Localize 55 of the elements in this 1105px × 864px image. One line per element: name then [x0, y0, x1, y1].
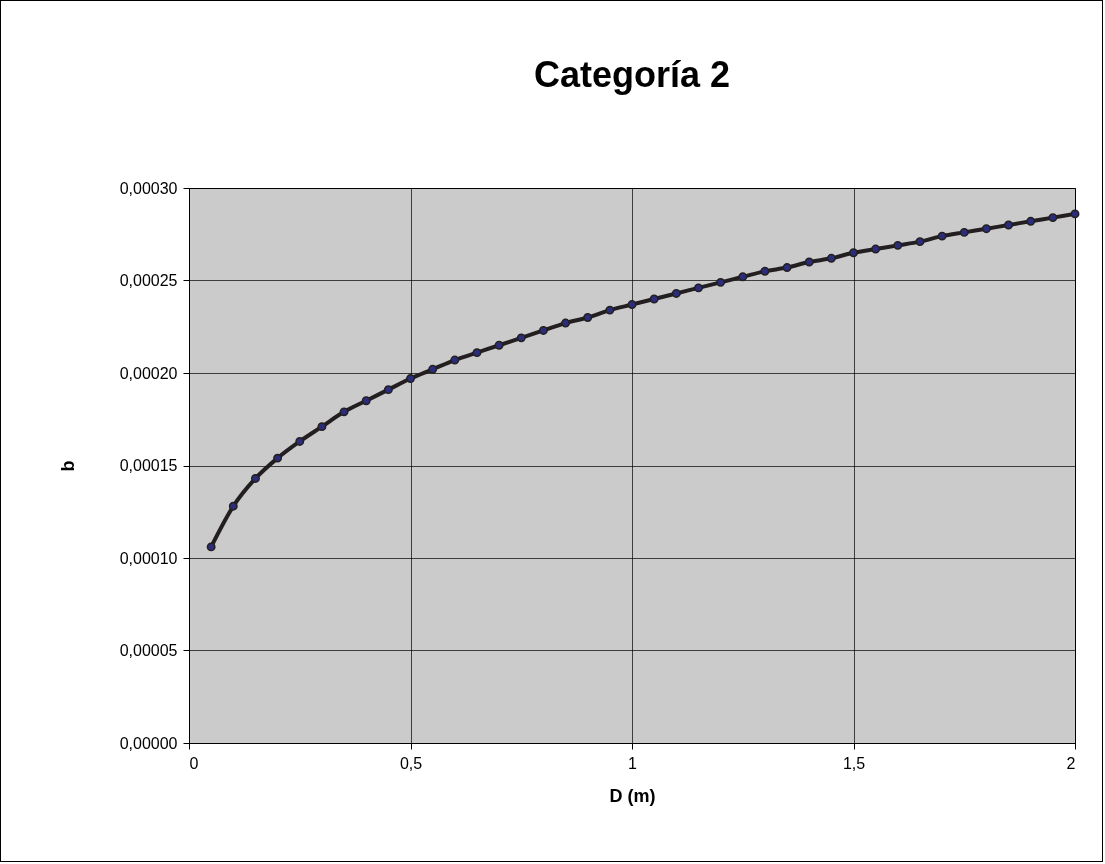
point — [273, 453, 283, 463]
point — [716, 277, 726, 287]
point — [494, 340, 504, 350]
point — [361, 396, 371, 406]
point — [317, 422, 327, 432]
point — [1026, 216, 1036, 226]
x-tick-label: 0,5 — [399, 754, 423, 772]
point — [295, 437, 305, 446]
y-tick-label: 0,00010 — [119, 549, 178, 567]
point — [450, 355, 460, 365]
point — [583, 313, 593, 322]
point — [738, 272, 748, 282]
point — [826, 253, 836, 263]
y-tick-label: 0,00025 — [119, 272, 178, 289]
point — [959, 227, 969, 237]
point — [627, 300, 637, 309]
point — [250, 474, 260, 483]
chart-title: Categoría 2 — [533, 54, 731, 95]
point — [671, 289, 681, 298]
point — [406, 374, 415, 383]
y-tick-label: 0,00005 — [119, 642, 178, 659]
point — [1004, 220, 1014, 230]
y-tick-label: 0,00020 — [119, 364, 178, 382]
x-axis-title: D (m) — [609, 785, 656, 806]
point — [561, 318, 571, 328]
point — [782, 263, 792, 272]
point — [804, 257, 814, 267]
point — [915, 237, 925, 247]
point — [228, 501, 238, 511]
x-tick-label: 1,5 — [842, 754, 866, 772]
y-tick-label: 0,00015 — [119, 457, 178, 474]
point — [893, 240, 903, 250]
x-tick-label: 1 — [628, 754, 638, 772]
x-tick-label: 2 — [1066, 754, 1076, 772]
point — [1048, 213, 1058, 223]
point — [605, 305, 615, 315]
point — [849, 248, 858, 258]
point — [538, 326, 548, 335]
y-axis-title: b — [57, 460, 78, 472]
point — [206, 542, 216, 552]
point — [428, 364, 438, 374]
point — [981, 224, 991, 234]
point — [871, 244, 881, 254]
point — [516, 333, 526, 343]
y-tick-label: 0,00000 — [119, 734, 178, 752]
point — [937, 231, 947, 241]
x-tick-label: 0 — [189, 754, 199, 772]
point — [693, 283, 703, 293]
point — [1070, 209, 1080, 219]
point — [339, 407, 349, 417]
point — [760, 266, 770, 276]
point — [649, 294, 659, 304]
y-tick-label: 0,00030 — [119, 179, 178, 197]
point — [383, 385, 393, 395]
point — [472, 348, 482, 358]
